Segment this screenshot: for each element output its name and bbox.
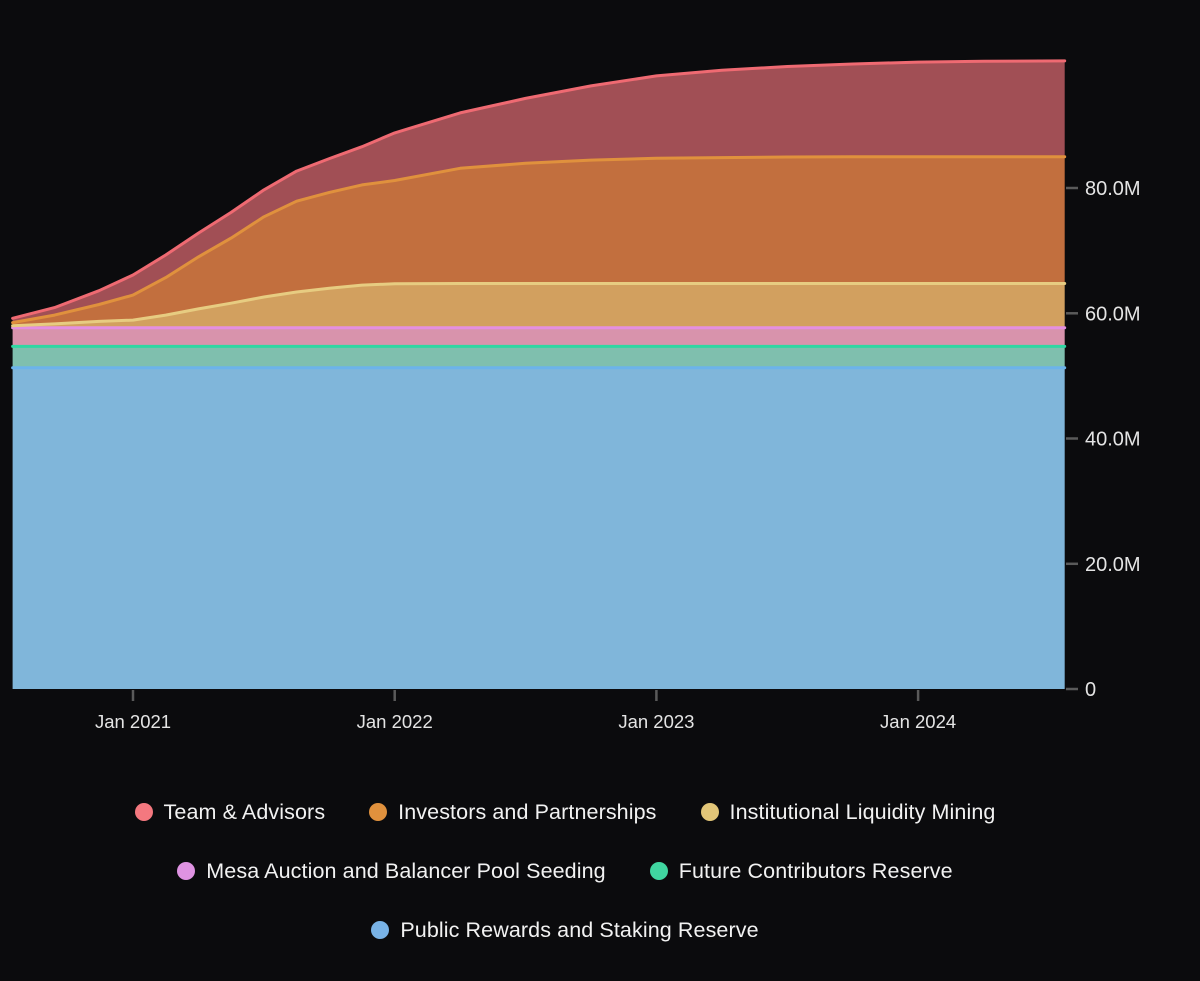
legend-label: Public Rewards and Staking Reserve: [400, 917, 759, 942]
legend-row-2: Mesa Auction and Balancer Pool Seeding Fu…: [0, 849, 1130, 893]
legend-dot-icon: [371, 921, 390, 939]
y-axis-label: 60.0M: [1085, 304, 1141, 326]
chart-plot-area[interactable]: 0 20.0M 40.0M 60.0M 80.0M Jan 2021 Jan 2022 Jan…: [0, 0, 1200, 760]
legend-label: Investors and Partnerships: [398, 799, 657, 824]
y-axis-label: 20.0M: [1085, 554, 1141, 576]
legend-item-team-advisors[interactable]: Team & Advisors: [134, 799, 326, 825]
y-axis-label: 80.0M: [1085, 178, 1141, 200]
area-institutional-liquidity-mining: [12, 283, 1065, 328]
legend-dot-icon: [177, 862, 196, 880]
area-stroke-team-advisors: [11, 59, 1067, 320]
x-axis-label: Jan 2021: [95, 711, 171, 732]
legend-item-institutional-liquidity-mining[interactable]: Institutional Liquidity Mining: [700, 799, 996, 825]
area-team-advisors: [12, 60, 1065, 323]
legend-dot-icon: [649, 862, 668, 880]
legend-dot-icon: [700, 803, 719, 821]
x-axis-label: Jan 2024: [880, 711, 956, 732]
legend-label: Institutional Liquidity Mining: [729, 799, 996, 824]
y-axis-label: 0: [1085, 679, 1096, 701]
area-mesa-auction-and-balancer-pool-seeding: [12, 327, 1065, 347]
x-axis-label: Jan 2023: [618, 711, 694, 732]
y-axis-label: 40.0M: [1085, 429, 1141, 451]
legend-item-future-contributors-reserve[interactable]: Future Contributors Reserve: [649, 858, 953, 884]
area-stroke-investors-and-partnerships: [11, 155, 1067, 325]
area-future-contributors-reserve: [12, 346, 1065, 368]
legend-item-investors-and-partnerships[interactable]: Investors and Partnerships: [369, 800, 656, 825]
legend-label: Future Contributors Reserve: [678, 858, 953, 883]
legend-item-mesa-auction-and-balancer-pool-seeding[interactable]: Mesa Auction and Balancer Pool Seeding: [177, 858, 606, 884]
legend-row-3: Public Rewards and Staking Reserve: [0, 908, 1130, 952]
legend-item-public-rewards-and-staking-reserve[interactable]: Public Rewards and Staking Reserve: [371, 917, 759, 943]
area-public-rewards-and-staking-reserve: [12, 367, 1065, 689]
legend-dot-icon: [134, 803, 153, 821]
area-investors-and-partnerships: [12, 156, 1065, 326]
legend-label: Mesa Auction and Balancer Pool Seeding: [206, 858, 606, 883]
chart-legend: Team & Advisors Investors and Partnership…: [0, 790, 1130, 952]
legend-label: Team & Advisors: [163, 799, 326, 824]
legend-dot-icon: [369, 803, 388, 821]
x-axis-label: Jan 2022: [357, 711, 433, 732]
area-stroke-institutional-liquidity-mining: [11, 282, 1067, 328]
legend-row-1: Team & Advisors Investors and Partnership…: [0, 790, 1130, 834]
